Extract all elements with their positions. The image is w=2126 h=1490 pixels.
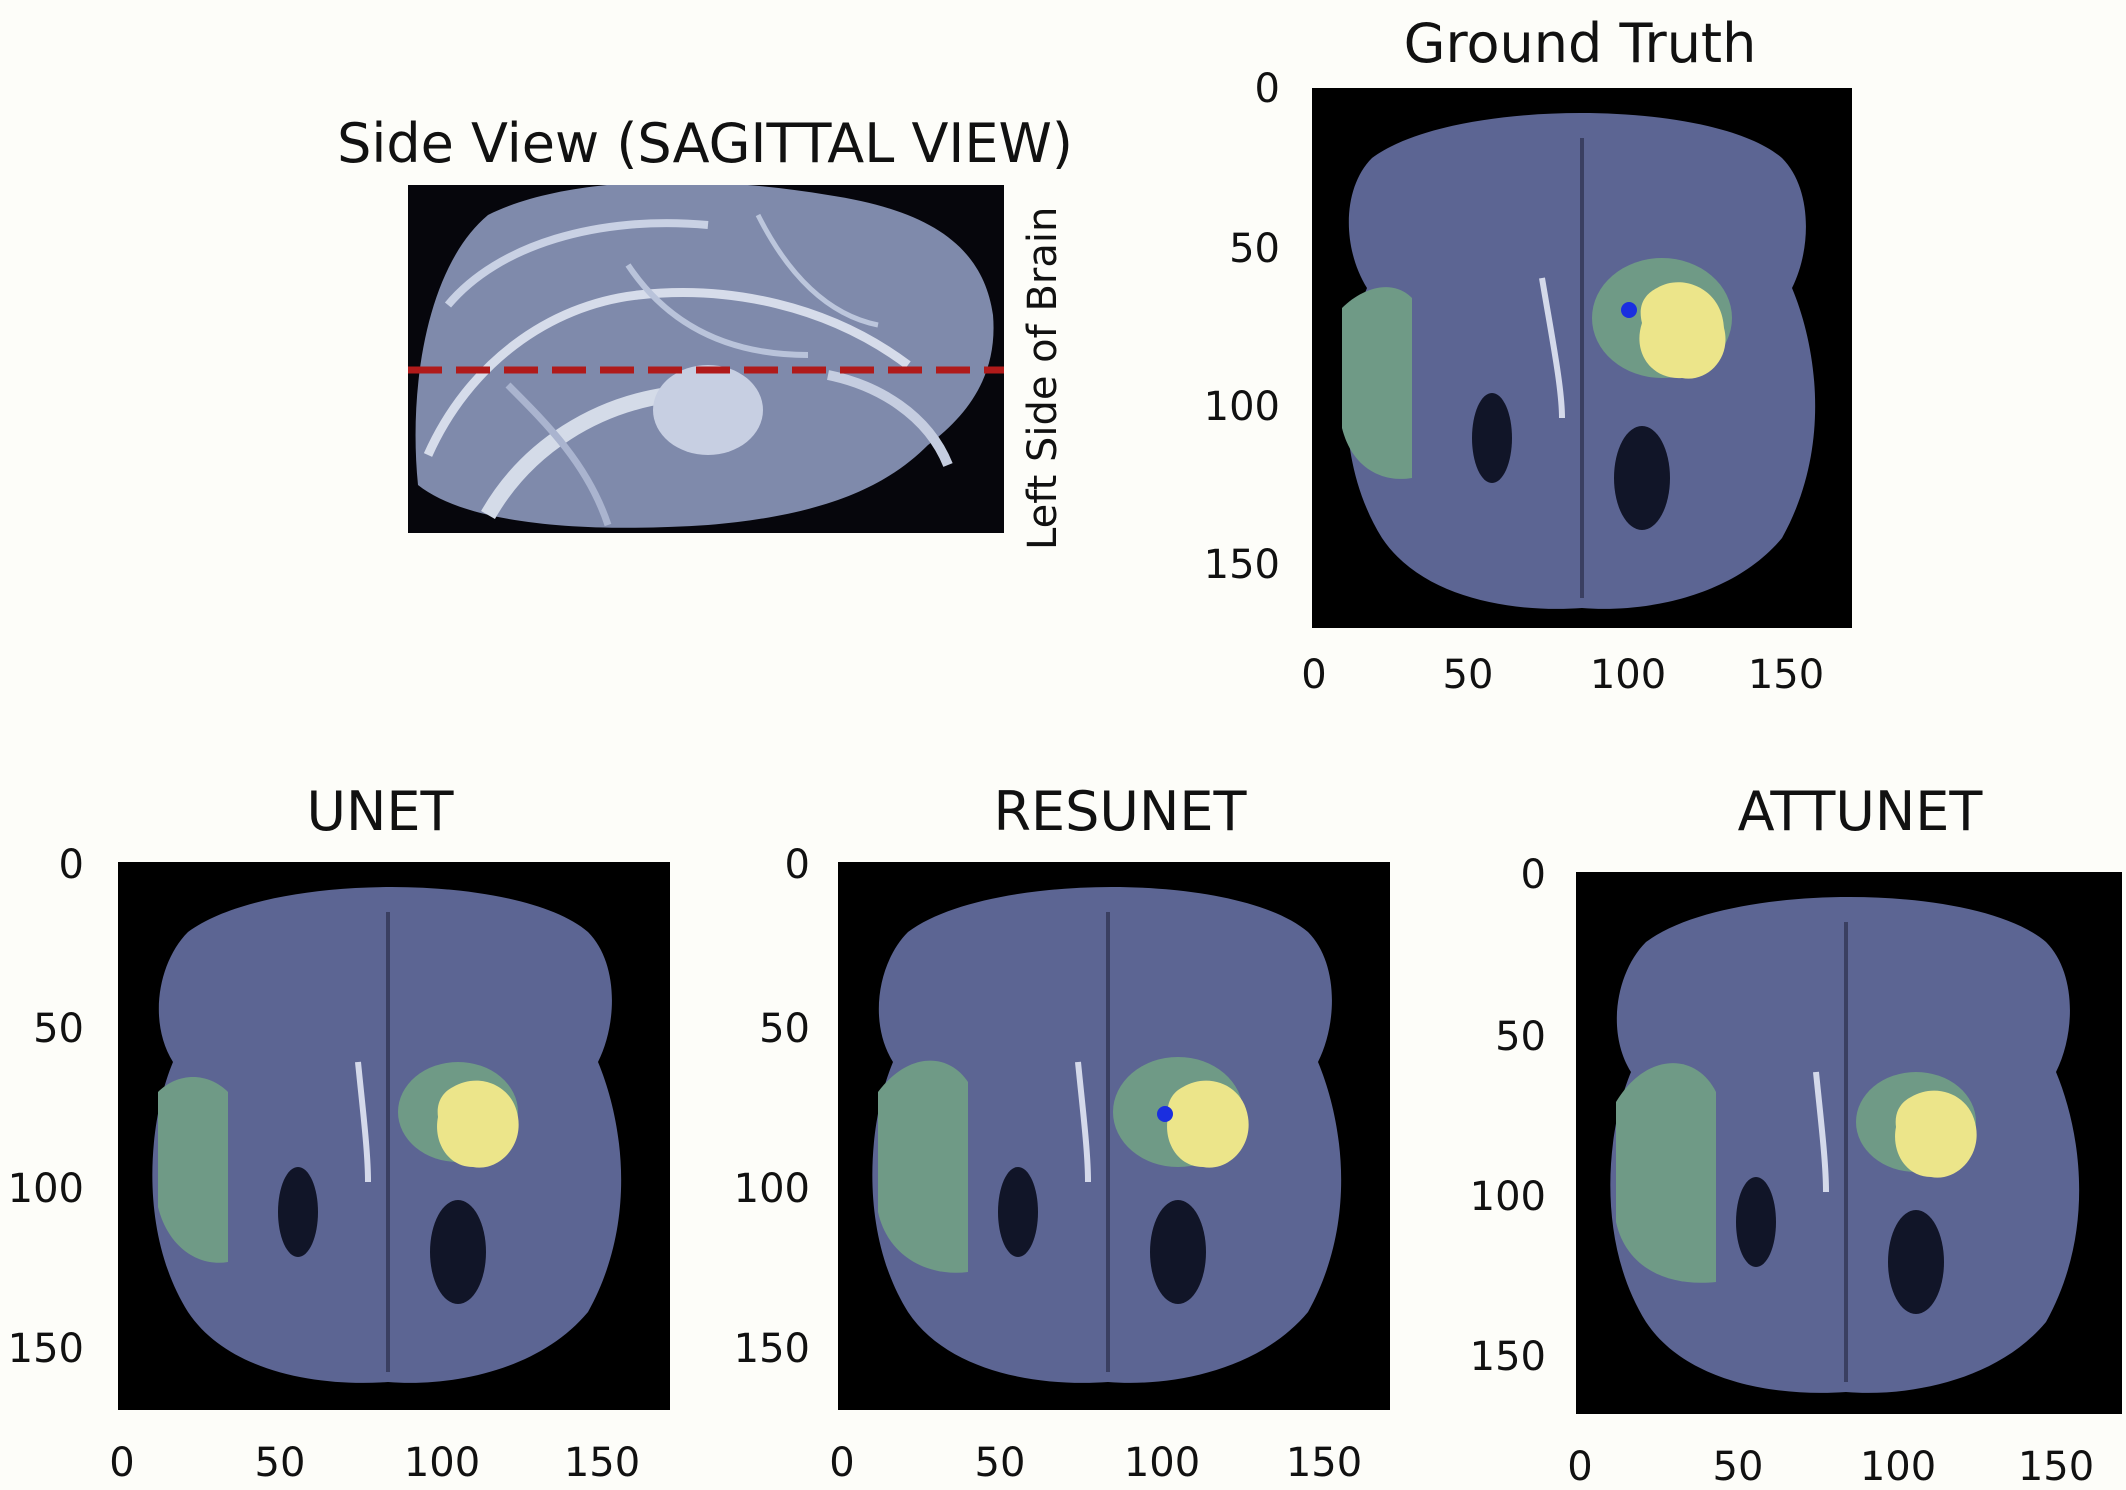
unet-ytick-150: 150 xyxy=(7,1326,84,1372)
gt-xtick-150: 150 xyxy=(1747,652,1825,698)
side-view-title: Side View (SAGITTAL VIEW) xyxy=(337,112,1073,175)
gt-xtick-0: 0 xyxy=(1301,652,1327,698)
left-side-label: Left Side of Brain xyxy=(1020,206,1066,550)
unet-ytick-100: 100 xyxy=(7,1166,84,1212)
resunet-xtick-150: 150 xyxy=(1285,1440,1363,1486)
attunet-xtick-0: 0 xyxy=(1567,1444,1593,1490)
attunet-xtick-50: 50 xyxy=(1712,1444,1764,1490)
attunet-xtick-100: 100 xyxy=(1859,1444,1937,1490)
unet-image xyxy=(118,862,670,1410)
unet-ytick-0: 0 xyxy=(58,842,84,888)
unet-xtick-100: 100 xyxy=(403,1440,481,1486)
resunet-xtick-100: 100 xyxy=(1123,1440,1201,1486)
resunet-ytick-50: 50 xyxy=(759,1006,810,1052)
gt-ytick-150: 150 xyxy=(1203,542,1280,588)
resunet-xtick-0: 0 xyxy=(829,1440,855,1486)
resunet-ytick-100: 100 xyxy=(733,1166,810,1212)
gt-xtick-50: 50 xyxy=(1442,652,1494,698)
unet-ytick-50: 50 xyxy=(33,1006,84,1052)
unet-title: UNET xyxy=(306,780,454,843)
resunet-ytick-150: 150 xyxy=(733,1326,810,1372)
ground-truth-title: Ground Truth xyxy=(1403,12,1757,75)
resunet-xtick-50: 50 xyxy=(974,1440,1026,1486)
attunet-ytick-50: 50 xyxy=(1495,1014,1546,1060)
gt-ytick-100: 100 xyxy=(1203,384,1280,430)
resunet-ytick-0: 0 xyxy=(784,842,810,888)
resunet-title: RESUNET xyxy=(993,780,1247,843)
unet-xtick-0: 0 xyxy=(109,1440,135,1486)
resunet-image xyxy=(838,862,1390,1410)
gt-ytick-50: 50 xyxy=(1229,226,1280,272)
ground-truth-image xyxy=(1312,88,1852,628)
attunet-image xyxy=(1576,872,2122,1414)
unet-xtick-50: 50 xyxy=(254,1440,306,1486)
gt-xtick-100: 100 xyxy=(1589,652,1667,698)
sagittal-image xyxy=(408,185,1004,533)
unet-xtick-150: 150 xyxy=(563,1440,641,1486)
gt-ytick-0: 0 xyxy=(1254,66,1280,112)
attunet-ytick-150: 150 xyxy=(1469,1334,1546,1380)
attunet-ytick-100: 100 xyxy=(1469,1174,1546,1220)
attunet-title: ATTUNET xyxy=(1737,780,1983,843)
attunet-ytick-0: 0 xyxy=(1520,852,1546,898)
attunet-xtick-150: 150 xyxy=(2017,1444,2095,1490)
